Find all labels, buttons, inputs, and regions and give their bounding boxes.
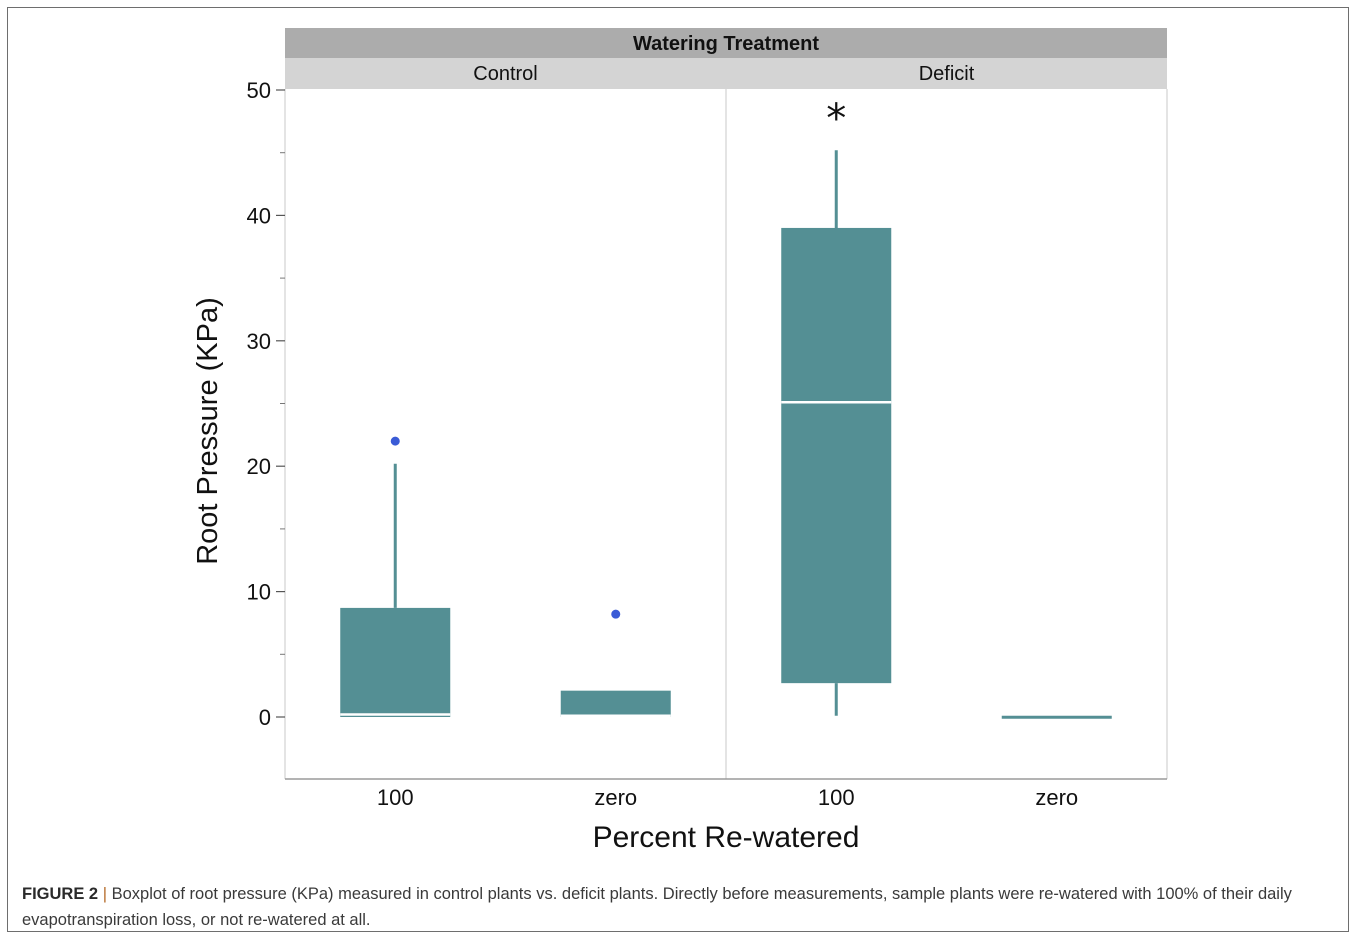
x-tick-label: 100 bbox=[818, 785, 855, 810]
y-tick-label: 50 bbox=[247, 78, 271, 103]
outlier-point-control-zero bbox=[611, 609, 621, 619]
y-tick-label: 30 bbox=[247, 329, 271, 354]
figure-frame bbox=[7, 7, 1349, 932]
y-tick-label: 20 bbox=[247, 454, 271, 479]
y-tick-label: 0 bbox=[259, 705, 271, 730]
panel-header-control bbox=[285, 58, 726, 89]
x-axis-label: Percent Re-watered bbox=[593, 821, 860, 854]
x-tick-label: zero bbox=[1035, 785, 1078, 810]
caption-label: FIGURE 2 bbox=[22, 885, 99, 903]
y-tick-label: 40 bbox=[247, 203, 271, 228]
panel-header-deficit bbox=[726, 58, 1167, 89]
x-tick-label: zero bbox=[594, 785, 637, 810]
caption-text: Boxplot of root pressure (KPa) measured … bbox=[22, 885, 1292, 929]
title-strip bbox=[285, 28, 1167, 58]
caption-separator: | bbox=[102, 885, 107, 903]
box-control-zero bbox=[560, 690, 671, 717]
boxplot-chart: Watering Treatment Control Deficit 0 10 20 30 4… bbox=[192, 28, 1168, 854]
chart-title: Watering Treatment bbox=[633, 33, 819, 55]
box-deficit-100 bbox=[781, 227, 892, 684]
y-axis-label: Root Pressure (KPa) bbox=[192, 297, 224, 565]
panel-label-deficit: Deficit bbox=[919, 63, 975, 85]
significance-asterisk: * bbox=[826, 96, 846, 142]
box-control-100 bbox=[340, 607, 451, 717]
y-tick-label: 10 bbox=[247, 580, 271, 605]
panel-label-control: Control bbox=[473, 63, 537, 85]
outlier-point-control-100 bbox=[390, 436, 400, 446]
figure-caption: FIGURE 2 | Boxplot of root pressure (KPa… bbox=[22, 881, 1340, 933]
x-tick-label: 100 bbox=[377, 785, 414, 810]
box-deficit-zero bbox=[1001, 715, 1112, 719]
